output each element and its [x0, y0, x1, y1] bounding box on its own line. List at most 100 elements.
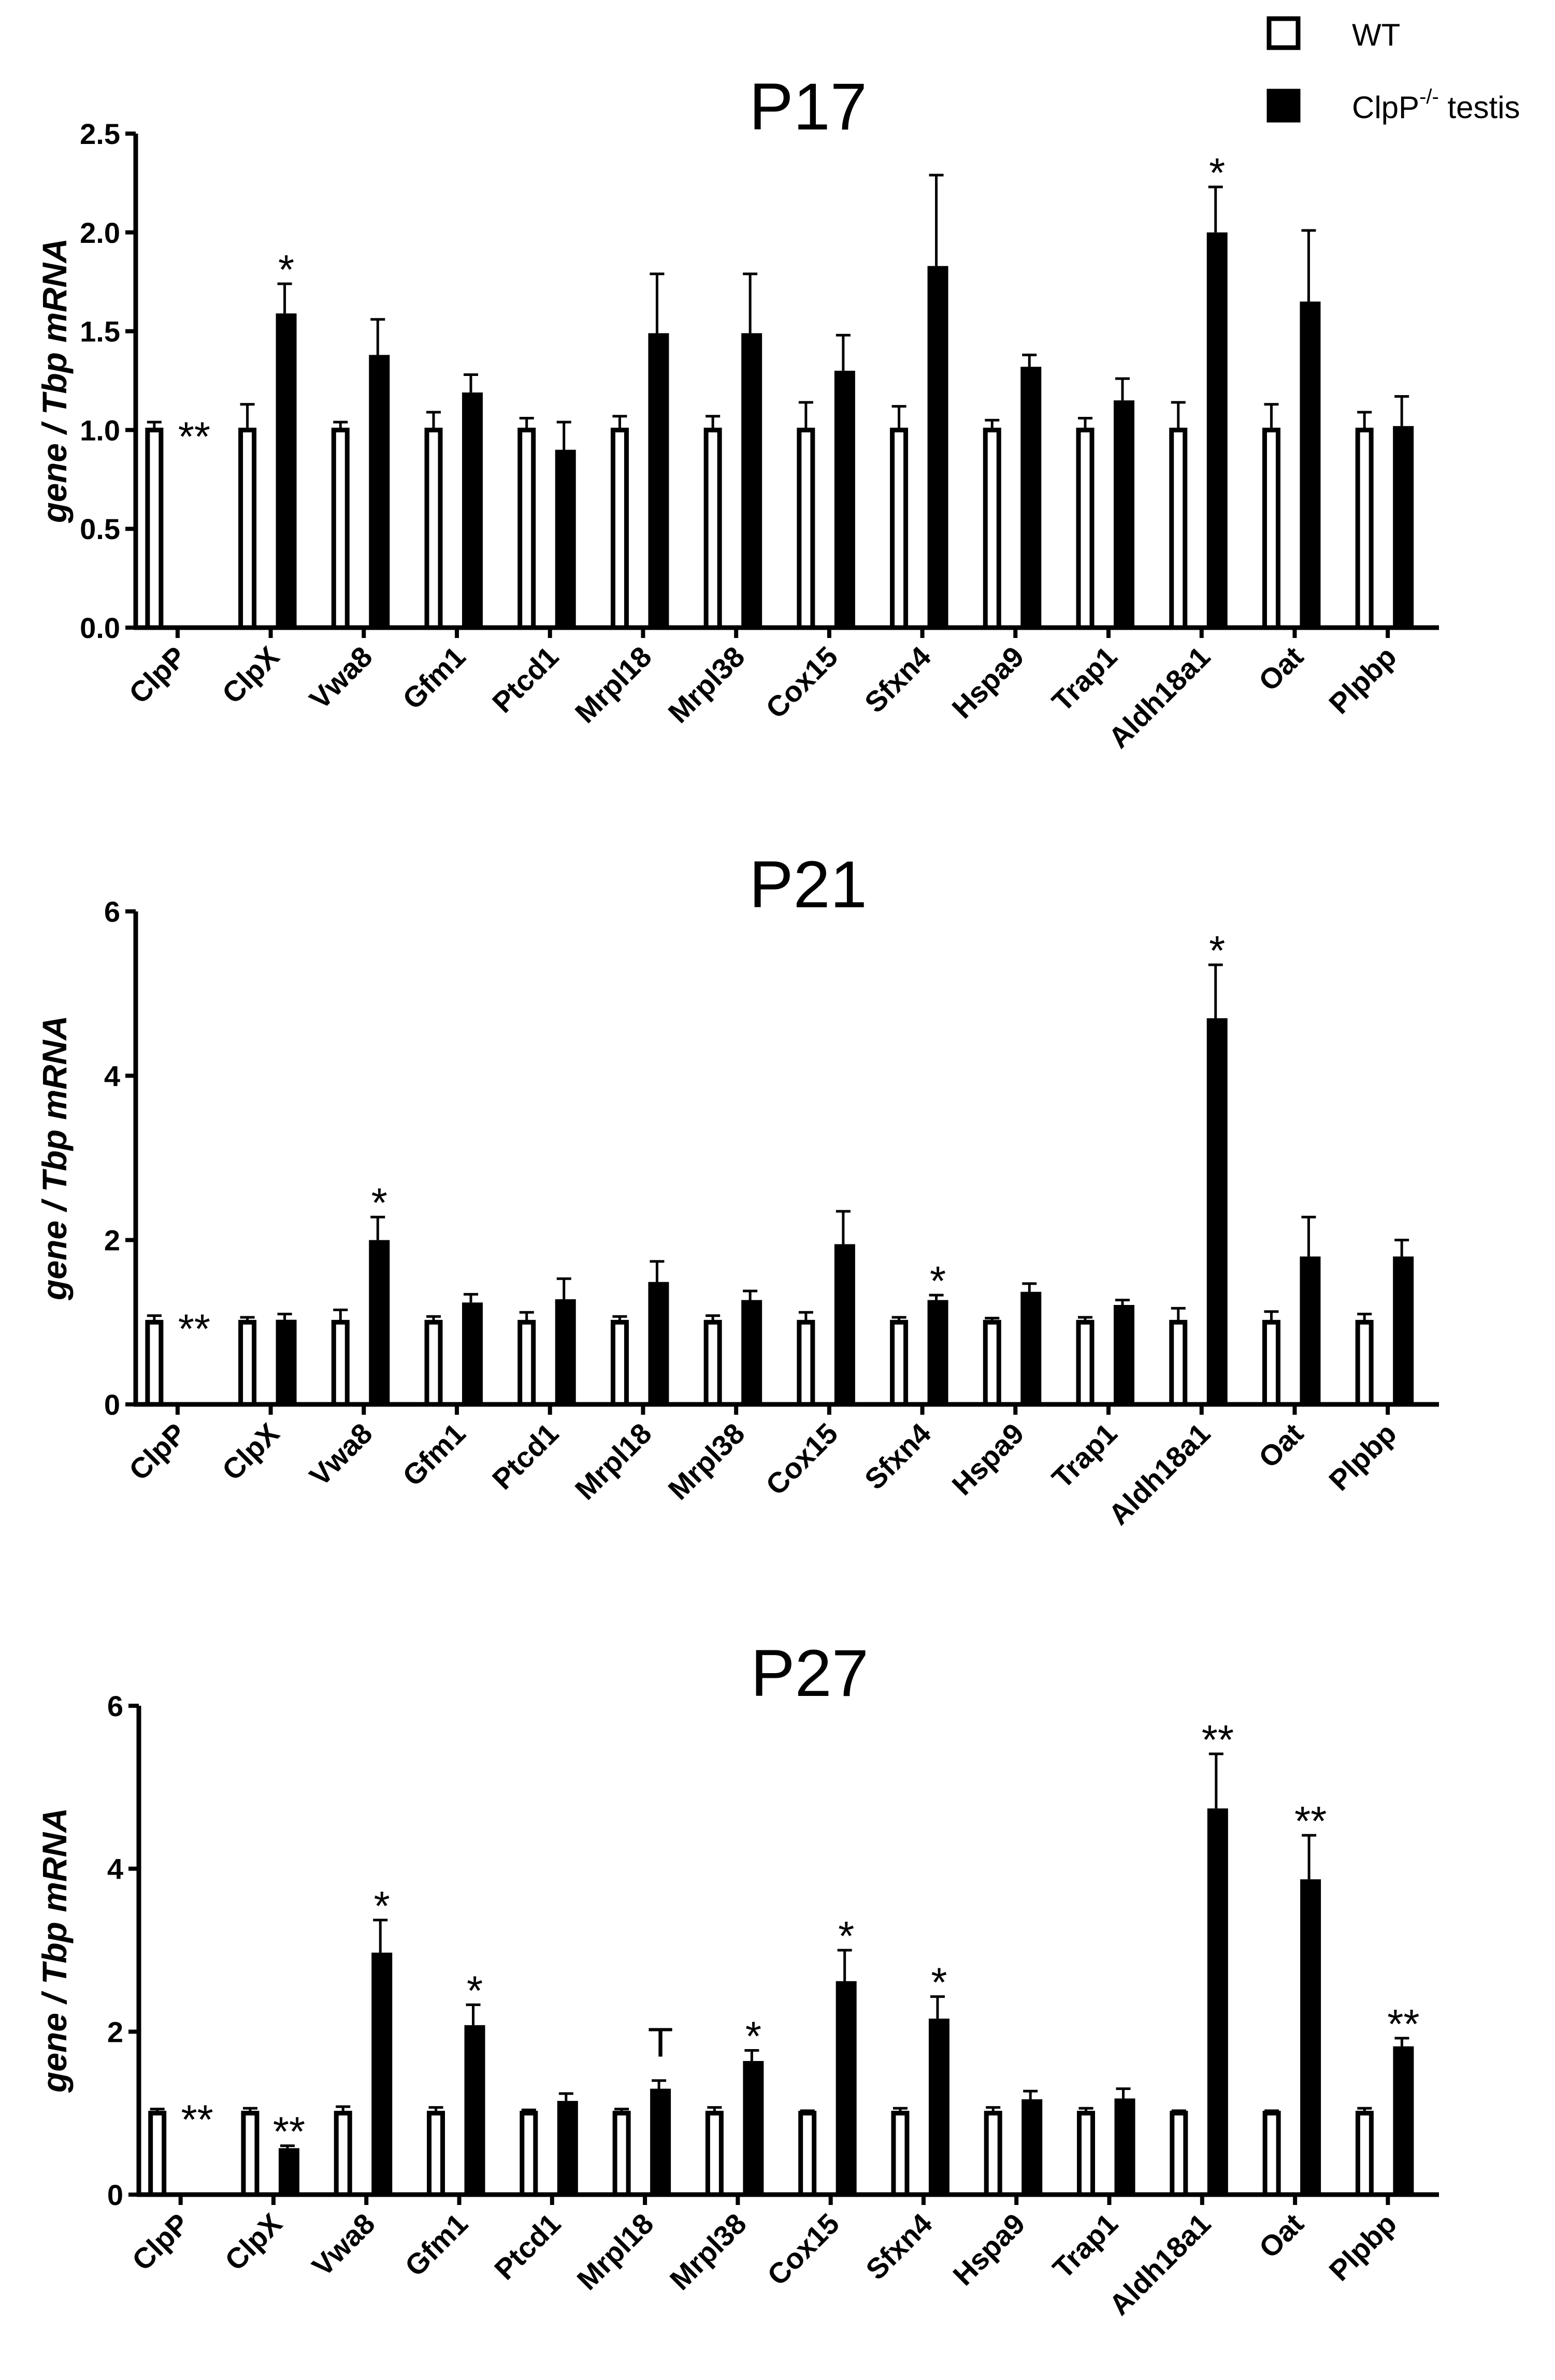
- bar-ko-Trap1: [1114, 2098, 1135, 2195]
- bar-ko-Aldh18a1: [1206, 1018, 1228, 1404]
- bar-ko-ClpX: [276, 313, 297, 628]
- bar-wt-Mrpl38: [703, 427, 722, 630]
- x-tick-label-ClpP: ClpP: [125, 2207, 195, 2277]
- x-tick-label-Plpbp: Plpbp: [1322, 1417, 1403, 1497]
- y-tick-label: 0.5: [80, 513, 120, 545]
- bar-wt-Plpbp: [1355, 2111, 1374, 2197]
- bar-ko-Plpbp: [1393, 1256, 1414, 1404]
- bar-ko-Plpbp: [1393, 426, 1414, 628]
- bar-wt-Ptcd1: [517, 1319, 536, 1407]
- bar-wt-Cox15: [797, 427, 815, 630]
- chart-title: P17: [749, 70, 867, 144]
- bar-wt-ClpX: [238, 1319, 257, 1407]
- bar-wt-Trap1: [1076, 1319, 1095, 1407]
- y-tick-label: 2.5: [80, 118, 120, 150]
- bar-wt-ClpP: [148, 2111, 167, 2197]
- bar-wt-Plpbp: [1355, 427, 1374, 630]
- significance-Cox15: *: [838, 1913, 854, 1959]
- y-tick-label: 2: [107, 2015, 123, 2048]
- bar-ko-Aldh18a1: [1207, 1808, 1228, 2195]
- x-tick-label-Trap1: Trap1: [1045, 640, 1123, 718]
- bar-wt-Trap1: [1077, 2111, 1096, 2197]
- bar-wt-Oat: [1262, 427, 1280, 630]
- x-tick-label-Cox15: Cox15: [759, 640, 844, 724]
- bar-wt-Mrpl18: [612, 2111, 631, 2197]
- bar-wt-Cox15: [798, 2111, 817, 2197]
- bar-wt-Hspa9: [983, 1319, 1001, 1407]
- x-tick-label-Cox15: Cox15: [761, 2207, 845, 2291]
- bar-wt-Ptcd1: [520, 2111, 538, 2197]
- y-tick-label: 0: [104, 1388, 120, 1421]
- significance-Aldh18a1: *: [1209, 150, 1225, 196]
- bar-wt-Mrpl18: [610, 427, 629, 630]
- legend-swatch-0: [1266, 16, 1301, 50]
- y-tick-label: 1.5: [80, 315, 120, 348]
- x-tick-label-Gfm1: Gfm1: [396, 640, 472, 716]
- bar-ko-Trap1: [1114, 1305, 1135, 1404]
- chart-title: P21: [749, 848, 867, 922]
- bar-ko-Gfm1: [462, 1302, 483, 1404]
- bar-wt-Mrpl18: [610, 1319, 629, 1407]
- bar-ko-Ptcd1: [557, 2101, 578, 2195]
- bar-ko-Oat: [1300, 1879, 1321, 2195]
- x-tick-label-Ptcd1: Ptcd1: [488, 2207, 567, 2286]
- bar-wt-Vwa8: [334, 2111, 352, 2197]
- bar-ko-Cox15: [836, 1981, 857, 2195]
- significance-ClpP: **: [178, 1305, 210, 1352]
- x-tick-label-Cox15: Cox15: [759, 1417, 844, 1501]
- x-tick-label-Hspa9: Hspa9: [945, 640, 1030, 724]
- significance-ClpP: **: [181, 2097, 213, 2143]
- bar-wt-Plpbp: [1355, 1319, 1374, 1407]
- bar-ko-Mrpl38: [743, 2060, 764, 2195]
- bar-wt-Hspa9: [983, 427, 1001, 630]
- x-tick-label-Plpbp: Plpbp: [1322, 2207, 1403, 2287]
- bar-ko-Gfm1: [464, 2025, 485, 2195]
- bar-ko-Hspa9: [1020, 367, 1042, 628]
- bar-ko-Vwa8: [369, 355, 390, 628]
- x-tick-label-Mrpl38: Mrpl38: [661, 640, 751, 729]
- bar-ko-Sfxn4: [927, 1300, 948, 1404]
- x-tick-label-Mrpl18: Mrpl18: [569, 1417, 658, 1506]
- x-tick-label-Ptcd1: Ptcd1: [486, 1417, 565, 1496]
- bar-wt-Aldh18a1: [1170, 2111, 1188, 2197]
- significance-Sfxn4: *: [930, 1258, 946, 1304]
- x-tick-label-Oat: Oat: [1252, 1417, 1309, 1474]
- bar-ko-Mrpl18: [648, 333, 669, 628]
- bar-wt-Cox15: [797, 1319, 815, 1407]
- bar-wt-Vwa8: [331, 1319, 350, 1407]
- y-axis-label: gene / Tbp mRNA: [35, 1015, 74, 1301]
- bar-ko-ClpX: [276, 1319, 297, 1404]
- bar-ko-Trap1: [1114, 400, 1135, 628]
- x-tick-label-ClpX: ClpX: [215, 1417, 285, 1487]
- x-tick-label-Sfxn4: Sfxn4: [859, 2207, 938, 2286]
- x-tick-label-Hspa9: Hspa9: [945, 1417, 1030, 1501]
- x-tick-label-Oat: Oat: [1252, 2207, 1310, 2265]
- x-tick-label-ClpP: ClpP: [123, 1417, 193, 1487]
- y-tick-label: 4: [107, 1853, 123, 1885]
- x-tick-label-Sfxn4: Sfxn4: [858, 640, 937, 719]
- significance-Aldh18a1: *: [1209, 927, 1225, 974]
- chart-panel-P17: P17 gene / Tbp mRNA 0.0 0.5 1.0 1.5 2.0 2.5 ClpP…: [35, 70, 1439, 754]
- bar-wt-Mrpl38: [703, 1319, 722, 1407]
- y-tick-label: 6: [104, 895, 120, 928]
- bar-wt-Oat: [1262, 2111, 1281, 2197]
- x-tick-label-ClpX: ClpX: [219, 2207, 289, 2277]
- significance-Vwa8: *: [374, 1883, 390, 1929]
- bar-wt-ClpP: [145, 1319, 164, 1407]
- bar-ko-Cox15: [834, 1244, 855, 1404]
- bar-ko-ClpX: [278, 2148, 299, 2195]
- x-tick-label-Hspa9: Hspa9: [946, 2207, 1031, 2291]
- bar-wt-ClpP: [145, 427, 164, 630]
- y-tick-label: 4: [104, 1060, 120, 1092]
- bar-ko-Oat: [1300, 301, 1321, 628]
- x-tick-label-Vwa8: Vwa8: [306, 2207, 381, 2283]
- x-tick-label-ClpX: ClpX: [215, 640, 285, 710]
- bar-wt-Gfm1: [427, 2111, 445, 2197]
- bar-wt-Gfm1: [424, 1319, 443, 1407]
- chart-panels: P17 gene / Tbp mRNA 0.0 0.5 1.0 1.5 2.0 2.5 ClpP…: [35, 70, 1439, 2321]
- significance-ClpX: **: [273, 2109, 305, 2155]
- bar-ko-Sfxn4: [928, 2019, 949, 2195]
- significance-Gfm1: *: [467, 1967, 483, 2013]
- bar-ko-Hspa9: [1020, 1291, 1042, 1404]
